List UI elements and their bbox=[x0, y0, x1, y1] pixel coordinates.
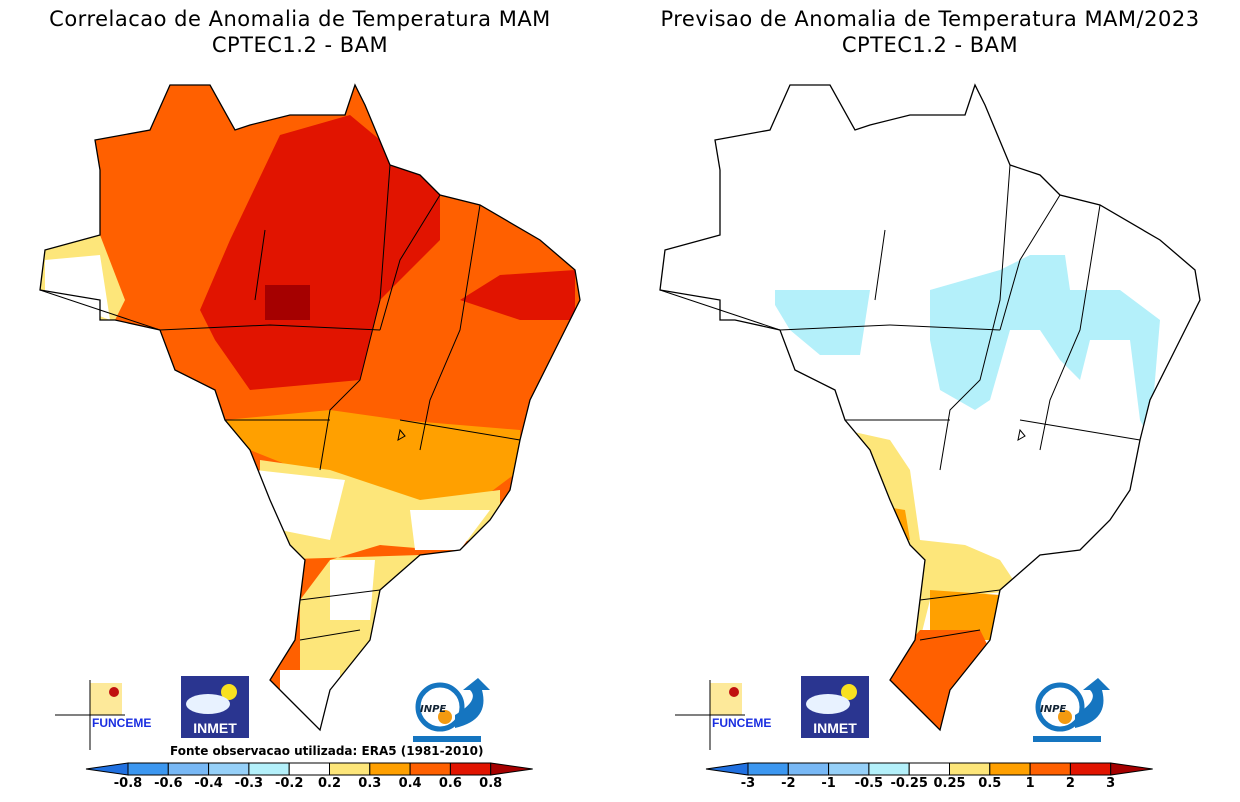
right-map bbox=[659, 84, 1201, 731]
left-title-text: Correlacao de Anomalia de Temperatura MA… bbox=[49, 7, 551, 31]
right-state-borders bbox=[659, 164, 1141, 641]
logos-left: FUNCEME INMET INPE bbox=[55, 676, 490, 750]
svg-text:FUNCEME: FUNCEME bbox=[92, 716, 151, 730]
colorbar-tick: 3 bbox=[1106, 776, 1116, 791]
left-orange-band bbox=[225, 410, 520, 500]
colorbar-tick: 0.2 bbox=[317, 776, 342, 791]
left-white-patch-4 bbox=[280, 670, 340, 730]
colorbar-tick: 1 bbox=[1025, 776, 1035, 791]
source-note: Fonte observacao utilizada: ERA5 (1981-2… bbox=[170, 744, 484, 758]
colorbar-box bbox=[908, 762, 951, 776]
left-map bbox=[40, 85, 580, 730]
colorbar-arrow-low bbox=[705, 762, 749, 776]
right-title: Previsao de Anomalia de Temperatura MAM/… bbox=[620, 6, 1240, 58]
colorbar-box bbox=[989, 762, 1031, 776]
left-white-patch-2 bbox=[330, 560, 375, 620]
colorbar-tick: 0.6 bbox=[438, 776, 462, 791]
colorbar-box bbox=[949, 762, 991, 776]
colorbar-box bbox=[828, 762, 870, 776]
colorbar-tick: -0.4 bbox=[194, 776, 223, 791]
colorbar-tick: -0.25 bbox=[890, 776, 928, 791]
colorbar-box bbox=[787, 762, 830, 776]
right-west-cyan bbox=[775, 290, 870, 355]
right-central-cyan bbox=[930, 255, 1160, 440]
inpe-logo: INPE bbox=[413, 678, 490, 742]
colorbar-tick: -0.6 bbox=[154, 776, 183, 791]
colorbar-tick: -3 bbox=[740, 776, 756, 791]
funceme-logo: FUNCEME bbox=[55, 680, 151, 750]
svg-text:INPE: INPE bbox=[420, 704, 446, 715]
left-state-borders bbox=[39, 164, 521, 641]
left-white-patch-3 bbox=[410, 510, 490, 550]
colorbar-arrow-low bbox=[85, 762, 129, 776]
colorbar-tick: -2 bbox=[781, 776, 796, 791]
colorbar-box bbox=[747, 762, 789, 776]
logos-right bbox=[675, 676, 1110, 750]
colorbar-tick: -0.3 bbox=[234, 776, 264, 791]
colorbar-box bbox=[369, 762, 411, 776]
colorbar-tick: 0.3 bbox=[358, 776, 382, 791]
colorbar-box bbox=[1029, 762, 1071, 776]
left-colorbar bbox=[85, 762, 533, 776]
colorbar-box bbox=[248, 762, 290, 776]
colorbar-box bbox=[208, 762, 250, 776]
colorbar-tick: 0.5 bbox=[978, 776, 1002, 791]
right-colorbar bbox=[705, 762, 1153, 776]
colorbar-arrow-high bbox=[1110, 762, 1153, 776]
left-white-patch-1 bbox=[255, 470, 345, 540]
colorbar-tick: -0.8 bbox=[113, 776, 143, 791]
svg-text:INMET: INMET bbox=[193, 720, 237, 736]
colorbar-tick: -1 bbox=[821, 776, 836, 791]
colorbar-tick: 0.4 bbox=[398, 776, 422, 791]
colorbar-tick: 0.25 bbox=[933, 776, 966, 791]
colorbar-box bbox=[329, 762, 371, 776]
colorbar-tick: 0.8 bbox=[479, 776, 503, 791]
left-core-red bbox=[200, 115, 440, 390]
colorbar-arrow-high bbox=[490, 762, 533, 776]
left-title: Correlacao de Anomalia de Temperatura MA… bbox=[0, 6, 600, 58]
left-subtitle: CPTEC1.2 - BAM bbox=[211, 33, 389, 57]
colorbar-box bbox=[868, 762, 910, 776]
colorbar-box bbox=[288, 762, 331, 776]
colorbar-tick: -0.2 bbox=[274, 776, 304, 791]
colorbar-box bbox=[449, 762, 492, 776]
colorbar-box bbox=[1069, 762, 1112, 776]
right-subtitle: CPTEC1.2 - BAM bbox=[841, 33, 1019, 57]
colorbar-tick: 2 bbox=[1065, 776, 1075, 791]
left-ne-red bbox=[460, 270, 575, 320]
left-darkest bbox=[265, 285, 310, 320]
right-title-text: Previsao de Anomalia de Temperatura MAM/… bbox=[660, 7, 1200, 31]
right-orange-2 bbox=[930, 590, 1000, 640]
right-rs-red-orange bbox=[880, 630, 990, 730]
colorbar-box bbox=[127, 762, 169, 776]
colorbar-box bbox=[167, 762, 210, 776]
colorbar-box bbox=[409, 762, 451, 776]
inmet-logo: INMET bbox=[181, 676, 249, 738]
colorbar-tick: -0.5 bbox=[854, 776, 884, 791]
